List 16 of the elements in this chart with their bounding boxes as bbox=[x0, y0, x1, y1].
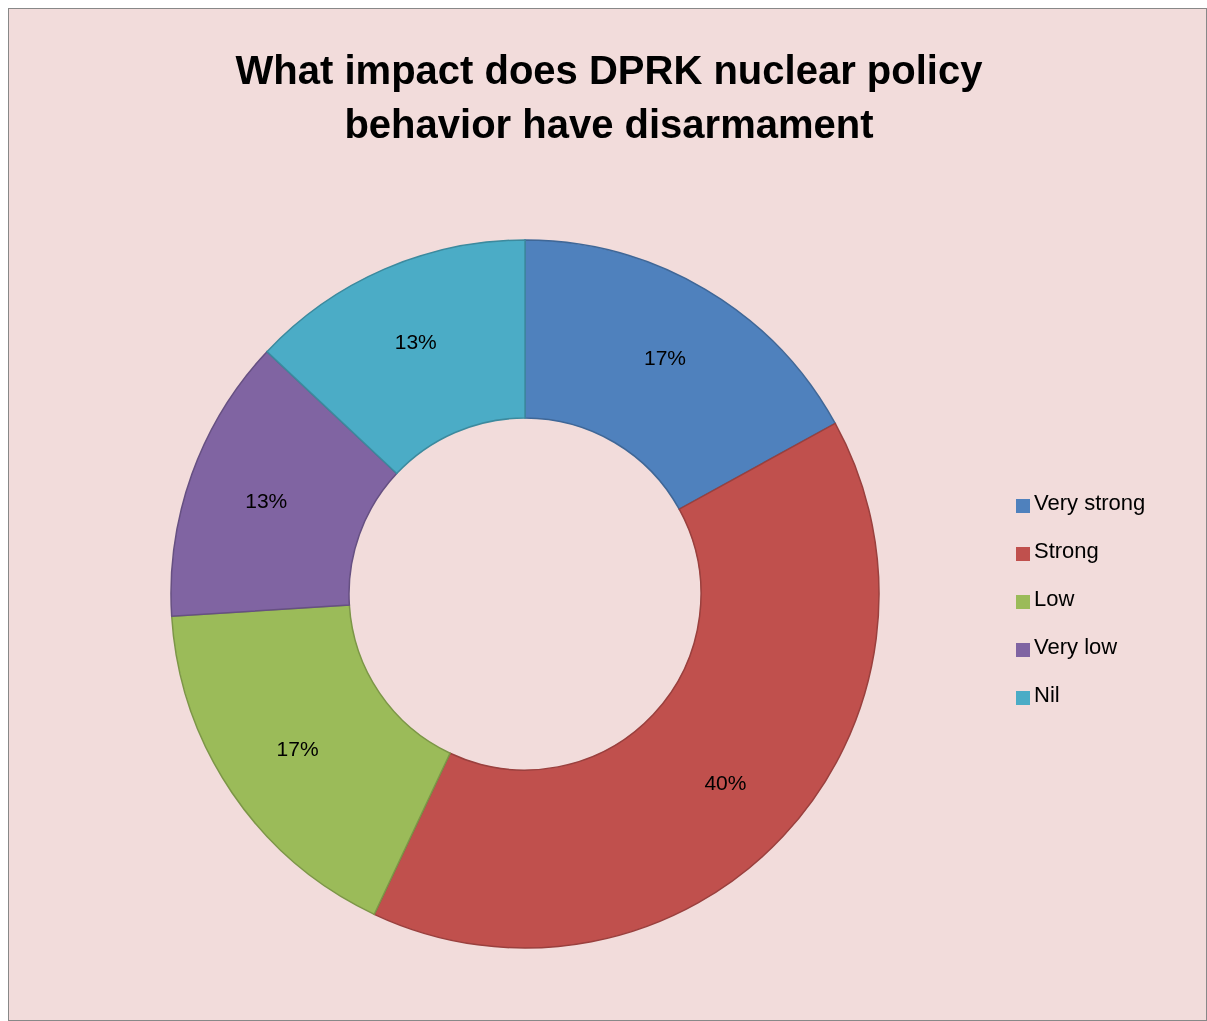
legend-label: Low bbox=[1034, 586, 1075, 611]
data-label: 40% bbox=[704, 770, 747, 794]
donut-slice bbox=[266, 239, 526, 475]
legend-label: Nil bbox=[1034, 682, 1060, 707]
donut-slice bbox=[373, 422, 880, 949]
donut-slice bbox=[170, 350, 398, 617]
legend-label: Very strong bbox=[1034, 490, 1146, 515]
data-label: 17% bbox=[276, 737, 319, 761]
legend-label: Strong bbox=[1034, 538, 1099, 563]
donut-slice bbox=[524, 239, 836, 510]
data-label: 13% bbox=[394, 330, 437, 354]
data-label: 17% bbox=[643, 345, 686, 369]
donut-slice bbox=[170, 604, 451, 916]
chart-title: What impact does DPRK nuclear policy behavior have disarmament bbox=[234, 47, 984, 148]
data-label: 13% bbox=[245, 489, 288, 513]
legend-label: Very low bbox=[1034, 634, 1118, 659]
